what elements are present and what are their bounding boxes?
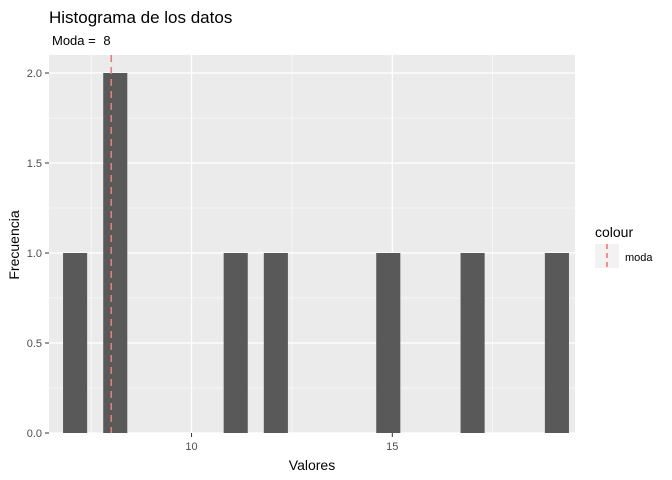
grid-major	[49, 55, 575, 434]
y-tick-label: 0.5	[27, 338, 42, 350]
x-axis-title: Valores	[289, 457, 335, 473]
grid-minor	[49, 55, 575, 433]
y-tick-label: 1.0	[27, 248, 42, 260]
y-tick-label: 1.5	[27, 158, 42, 170]
histogram-bar	[63, 253, 88, 433]
y-tick-label: 0.0	[27, 428, 42, 440]
legend: colour moda	[595, 224, 653, 268]
y-axis: 0.0 0.5 1.0 1.5 2.0	[27, 68, 49, 440]
legend-label-moda: moda	[625, 252, 653, 264]
histogram-bar	[544, 253, 569, 433]
legend-title: colour	[595, 224, 633, 240]
bars-group	[63, 73, 569, 433]
chart-title: Histograma de los datos	[49, 8, 232, 27]
histogram-bar	[376, 253, 401, 433]
x-tick-label: 15	[386, 441, 398, 453]
y-axis-title: Frecuencia	[6, 210, 22, 279]
chart-subtitle: Moda = 8	[52, 33, 111, 48]
subtitle-mode-value: 8	[103, 33, 110, 48]
plot-panel	[49, 55, 575, 433]
histogram-bar	[263, 253, 288, 433]
x-tick-label: 10	[185, 441, 197, 453]
x-axis: 10 15	[185, 433, 398, 453]
y-tick-label: 2.0	[27, 68, 42, 80]
histogram-bar	[223, 253, 248, 433]
histogram-bar	[103, 73, 128, 433]
subtitle-label: Moda =	[52, 33, 99, 48]
histogram-bar	[460, 253, 485, 433]
